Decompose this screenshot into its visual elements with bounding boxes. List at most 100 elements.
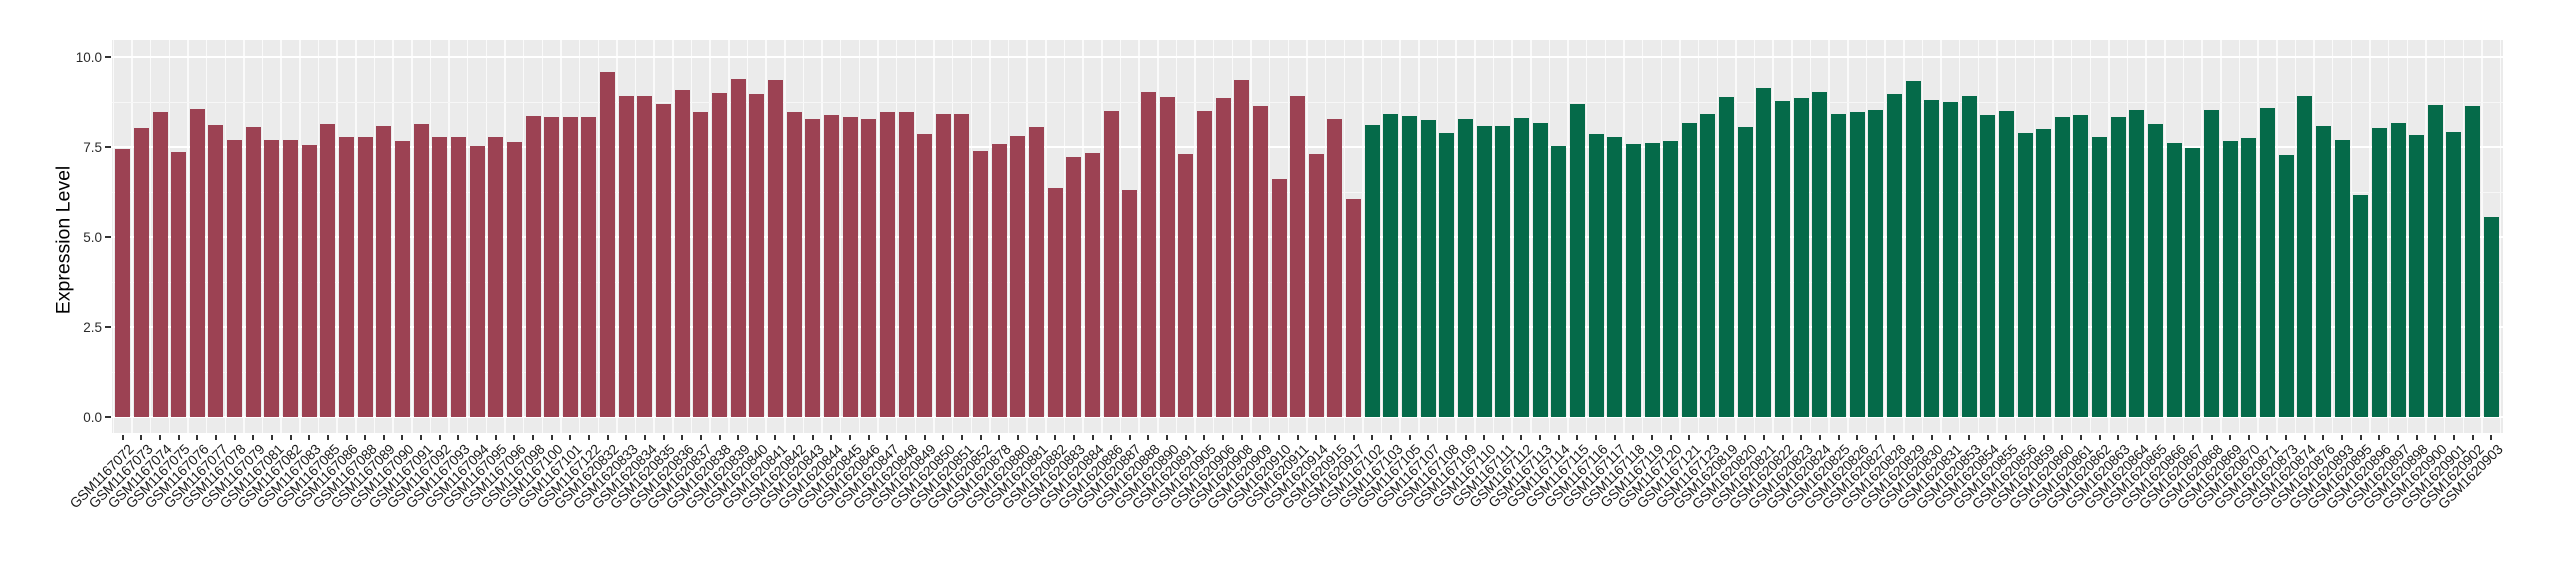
x-tick-mark (699, 435, 702, 440)
bar-GSM1167117 (1607, 137, 1623, 417)
bar-GSM1620868 (2204, 109, 2219, 417)
x-tick-mark (1557, 435, 1560, 440)
x-tick-mark (1837, 435, 1840, 440)
bar-GSM1620828 (1886, 94, 1902, 417)
bar-GSM1620845 (842, 117, 858, 417)
bar-GSM1167089 (376, 126, 392, 417)
bar-GSM1167086 (339, 137, 354, 417)
bar-GSM1620902 (2465, 105, 2481, 417)
bar-GSM1620835 (656, 104, 672, 417)
bar-GSM1620831 (1942, 102, 1958, 417)
x-tick-mark (2210, 435, 2213, 440)
bar-GSM1167103 (1383, 114, 1399, 417)
bar-GSM1620908 (1234, 80, 1250, 417)
x-tick-mark (1874, 435, 1877, 440)
x-tick-mark (2247, 435, 2250, 440)
x-tick-mark (1203, 435, 1206, 440)
x-tick-mark (1986, 435, 1989, 440)
y-tick-mark (105, 326, 111, 328)
x-tick-mark (737, 435, 740, 440)
x-tick-mark (550, 435, 553, 440)
x-tick-mark (886, 435, 889, 440)
bar-GSM1620842 (786, 112, 802, 417)
bar-GSM1167108 (1439, 132, 1455, 417)
x-tick-mark (1035, 435, 1038, 440)
x-tick-mark (1595, 435, 1598, 440)
major-gridline (112, 326, 2503, 328)
bar-GSM1167114 (1551, 146, 1567, 417)
bar-GSM1167077 (208, 125, 224, 417)
bar-GSM1620911 (1290, 95, 1306, 417)
x-tick-mark (345, 435, 348, 440)
minor-gridline (112, 192, 2503, 193)
x-tick-mark (606, 435, 609, 440)
bar-GSM1167079 (245, 126, 261, 417)
bar-GSM1167098 (525, 116, 541, 417)
x-tick-mark (2098, 435, 2101, 440)
x-tick-mark (121, 435, 124, 440)
bar-GSM1620861 (2073, 115, 2089, 417)
x-tick-mark (1315, 435, 1318, 440)
bar-GSM1167078 (227, 139, 243, 417)
x-tick-mark (1016, 435, 1019, 440)
bar-GSM1620888 (1140, 91, 1156, 417)
x-tick-mark (1333, 435, 1336, 440)
bar-GSM1167107 (1420, 120, 1436, 417)
x-tick-mark (662, 435, 665, 440)
x-tick-mark (2135, 435, 2138, 440)
bar-GSM1620859 (2036, 128, 2052, 417)
x-tick-mark (1651, 435, 1653, 440)
major-gridline (112, 146, 2503, 148)
bar-GSM1167092 (432, 137, 448, 417)
x-tick-mark (2191, 435, 2194, 440)
bar-GSM1167115 (1569, 104, 1585, 417)
major-gridline (112, 236, 2503, 238)
x-tick-mark (1147, 435, 1150, 440)
x-tick-mark (2452, 435, 2455, 440)
y-tick-label: 10.0 (75, 49, 102, 65)
bar-GSM1167076 (189, 109, 205, 417)
x-tick-mark (196, 435, 199, 440)
bar-GSM1620839 (730, 78, 746, 417)
x-tick-mark (1539, 435, 1542, 440)
bar-GSM1620820 (1737, 126, 1753, 417)
x-tick-mark (1184, 435, 1187, 440)
bar-GSM1620890 (1159, 96, 1175, 417)
bar-GSM1620823 (1793, 98, 1809, 417)
bar-GSM1620884 (1085, 153, 1100, 417)
x-tick-mark (2415, 435, 2418, 440)
bar-GSM1620856 (2017, 133, 2033, 417)
y-tick-label: 7.5 (83, 139, 102, 155)
bar-GSM1620901 (2446, 132, 2462, 417)
minor-gridline (112, 102, 2503, 103)
bar-GSM1620824 (1812, 91, 1828, 417)
bar-GSM1620882 (1047, 187, 1063, 417)
bar-GSM1620833 (618, 96, 634, 417)
bar-GSM1167094 (469, 146, 485, 417)
y-tick-mark (105, 416, 111, 418)
minor-gridline (112, 282, 2503, 283)
x-tick-mark (1613, 435, 1616, 440)
bar-GSM1167083 (301, 144, 317, 417)
bar-GSM1167123 (1700, 114, 1716, 417)
bar-GSM1620841 (767, 79, 783, 417)
bar-GSM1620860 (2054, 117, 2070, 417)
bar-GSM1167075 (171, 151, 187, 417)
bar-GSM1620893 (2334, 139, 2350, 417)
bar-GSM1620910 (1271, 179, 1287, 417)
x-tick-mark (1632, 435, 1635, 440)
bar-GSM1620881 (1029, 127, 1045, 417)
x-tick-mark (1744, 435, 1747, 440)
bar-GSM1167082 (283, 139, 299, 417)
bar-GSM1620906 (1215, 98, 1231, 417)
bar-GSM1620895 (2353, 194, 2369, 417)
plot-panel (112, 40, 2503, 433)
bar-GSM1167074 (152, 111, 168, 417)
x-tick-mark (830, 435, 833, 440)
bar-GSM1620898 (2409, 135, 2425, 417)
bar-GSM1167105 (1402, 116, 1418, 417)
bar-GSM1167081 (264, 139, 280, 417)
bar-GSM1167085 (320, 123, 336, 417)
x-tick-mark (2490, 435, 2493, 440)
bar-GSM1620880 (1010, 135, 1026, 417)
